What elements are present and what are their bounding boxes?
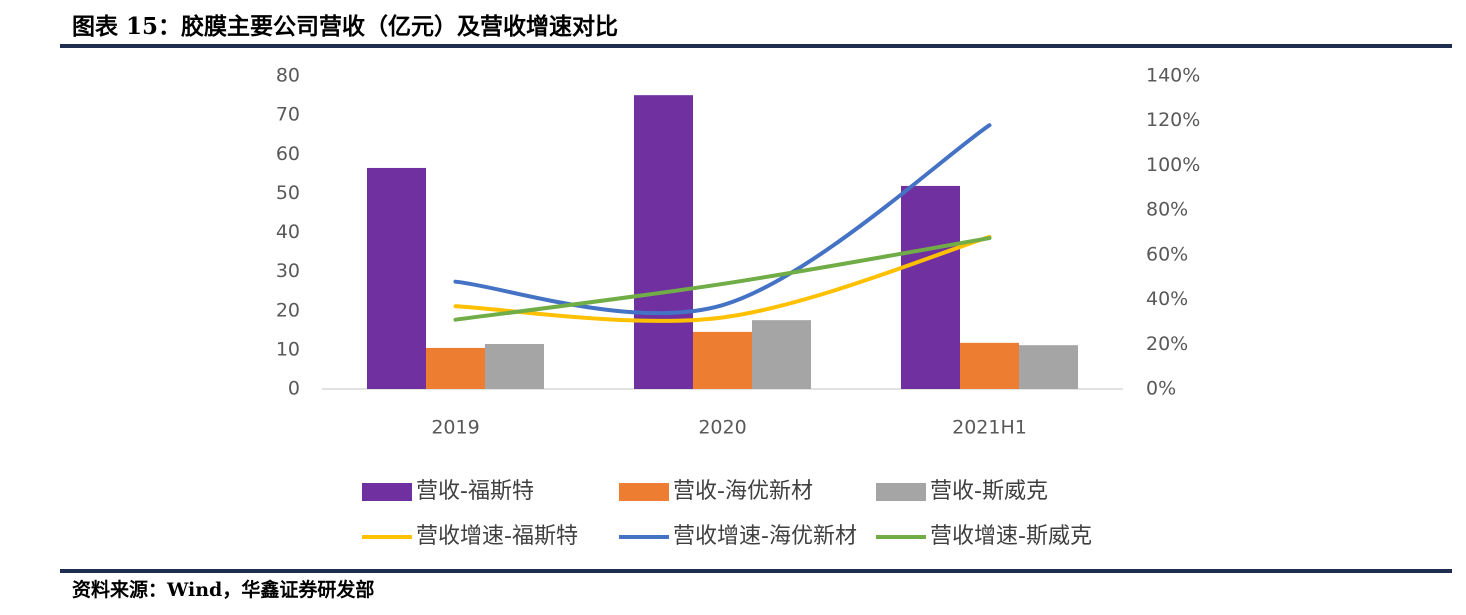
y-tick-label: 50	[276, 182, 300, 204]
x-tick-label: 2021H1	[952, 417, 1027, 439]
y2-tick-label: 60%	[1146, 243, 1188, 265]
chart-title: 图表 15：胶膜主要公司营收（亿元）及营收增速对比	[72, 13, 618, 40]
legend-label: 营收增速-斯威克	[930, 524, 1092, 549]
legend-label: 营收-斯威克	[930, 479, 1048, 504]
legend-swatch	[876, 483, 926, 501]
bar	[367, 167, 426, 389]
bar	[693, 331, 752, 389]
line	[453, 236, 992, 322]
y2-tick-label: 80%	[1146, 199, 1188, 221]
bar	[485, 344, 544, 389]
source: 资料来源：Wind，华鑫证券研发部	[72, 578, 374, 601]
y-tick-label: 20	[276, 299, 300, 321]
bar	[634, 95, 693, 389]
legend-label: 营收-海优新材	[673, 479, 813, 504]
y2-tick-label: 120%	[1146, 109, 1200, 131]
y-tick-label: 80	[276, 65, 300, 87]
title-rule	[60, 44, 1452, 48]
y-tick-label: 60	[276, 143, 300, 165]
bar	[752, 320, 811, 389]
y-tick-label: 40	[276, 221, 300, 243]
legend-swatch	[362, 483, 412, 501]
y2-tick-label: 100%	[1146, 154, 1200, 176]
legend-swatch	[619, 483, 669, 501]
y2-tick-label: 20%	[1146, 333, 1188, 355]
legend-label: 营收增速-福斯特	[416, 524, 578, 549]
legend-label: 营收-福斯特	[416, 479, 534, 504]
y-tick-label: 70	[276, 104, 300, 126]
y-tick-label: 10	[276, 338, 300, 360]
x-tick-label: 2019	[431, 417, 479, 439]
y2-tick-label: 140%	[1146, 65, 1200, 87]
bar	[960, 342, 1019, 389]
bar	[901, 185, 960, 389]
y2-tick-label: 40%	[1146, 288, 1188, 310]
legend-label: 营收增速-海优新材	[673, 524, 857, 549]
line	[453, 123, 992, 316]
y2-tick-label: 0%	[1146, 378, 1176, 400]
bar	[1019, 345, 1078, 389]
y-tick-label: 0	[288, 378, 300, 400]
bar	[426, 347, 485, 389]
y-tick-label: 30	[276, 260, 300, 282]
x-tick-label: 2020	[698, 417, 746, 439]
footer-rule	[60, 569, 1452, 573]
